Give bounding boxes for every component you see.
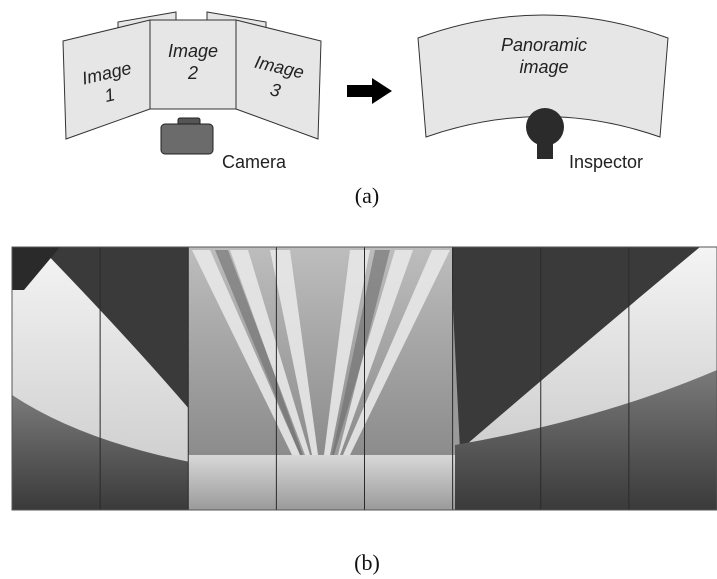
diagram-a: Image 1 Image 2 Image 3 Camera Panoramic… <box>62 11 669 208</box>
panoramic-label-line1: Panoramic <box>501 35 587 55</box>
bridge-underside-left <box>12 247 190 410</box>
inspector-label: Inspector <box>569 152 643 172</box>
image-1-label-line2: 1 <box>103 84 117 106</box>
camera-label: Camera <box>222 152 287 172</box>
photo-panorama <box>12 247 717 510</box>
image-3-label-line2: 3 <box>268 79 282 101</box>
caption-a: (a) <box>355 183 379 208</box>
ground-right <box>455 370 717 510</box>
right-arrow-icon <box>347 78 392 104</box>
ground-left <box>12 395 190 510</box>
image-panel-3 <box>235 19 322 140</box>
camera-icon <box>160 117 214 155</box>
panoramic-image-panel <box>417 14 669 138</box>
image-2-label-line2: 2 <box>187 63 198 83</box>
photo-border <box>11 246 717 511</box>
bridge-girders <box>192 250 450 455</box>
bridge-underside-right <box>450 247 700 450</box>
gravel-center <box>188 455 455 510</box>
image-2-label-line1: Image <box>168 41 218 61</box>
caption-b: (b) <box>354 550 380 575</box>
panoramic-label-line2: image <box>519 57 568 77</box>
strip-separators <box>99 247 630 510</box>
inspector-icon <box>526 108 564 159</box>
